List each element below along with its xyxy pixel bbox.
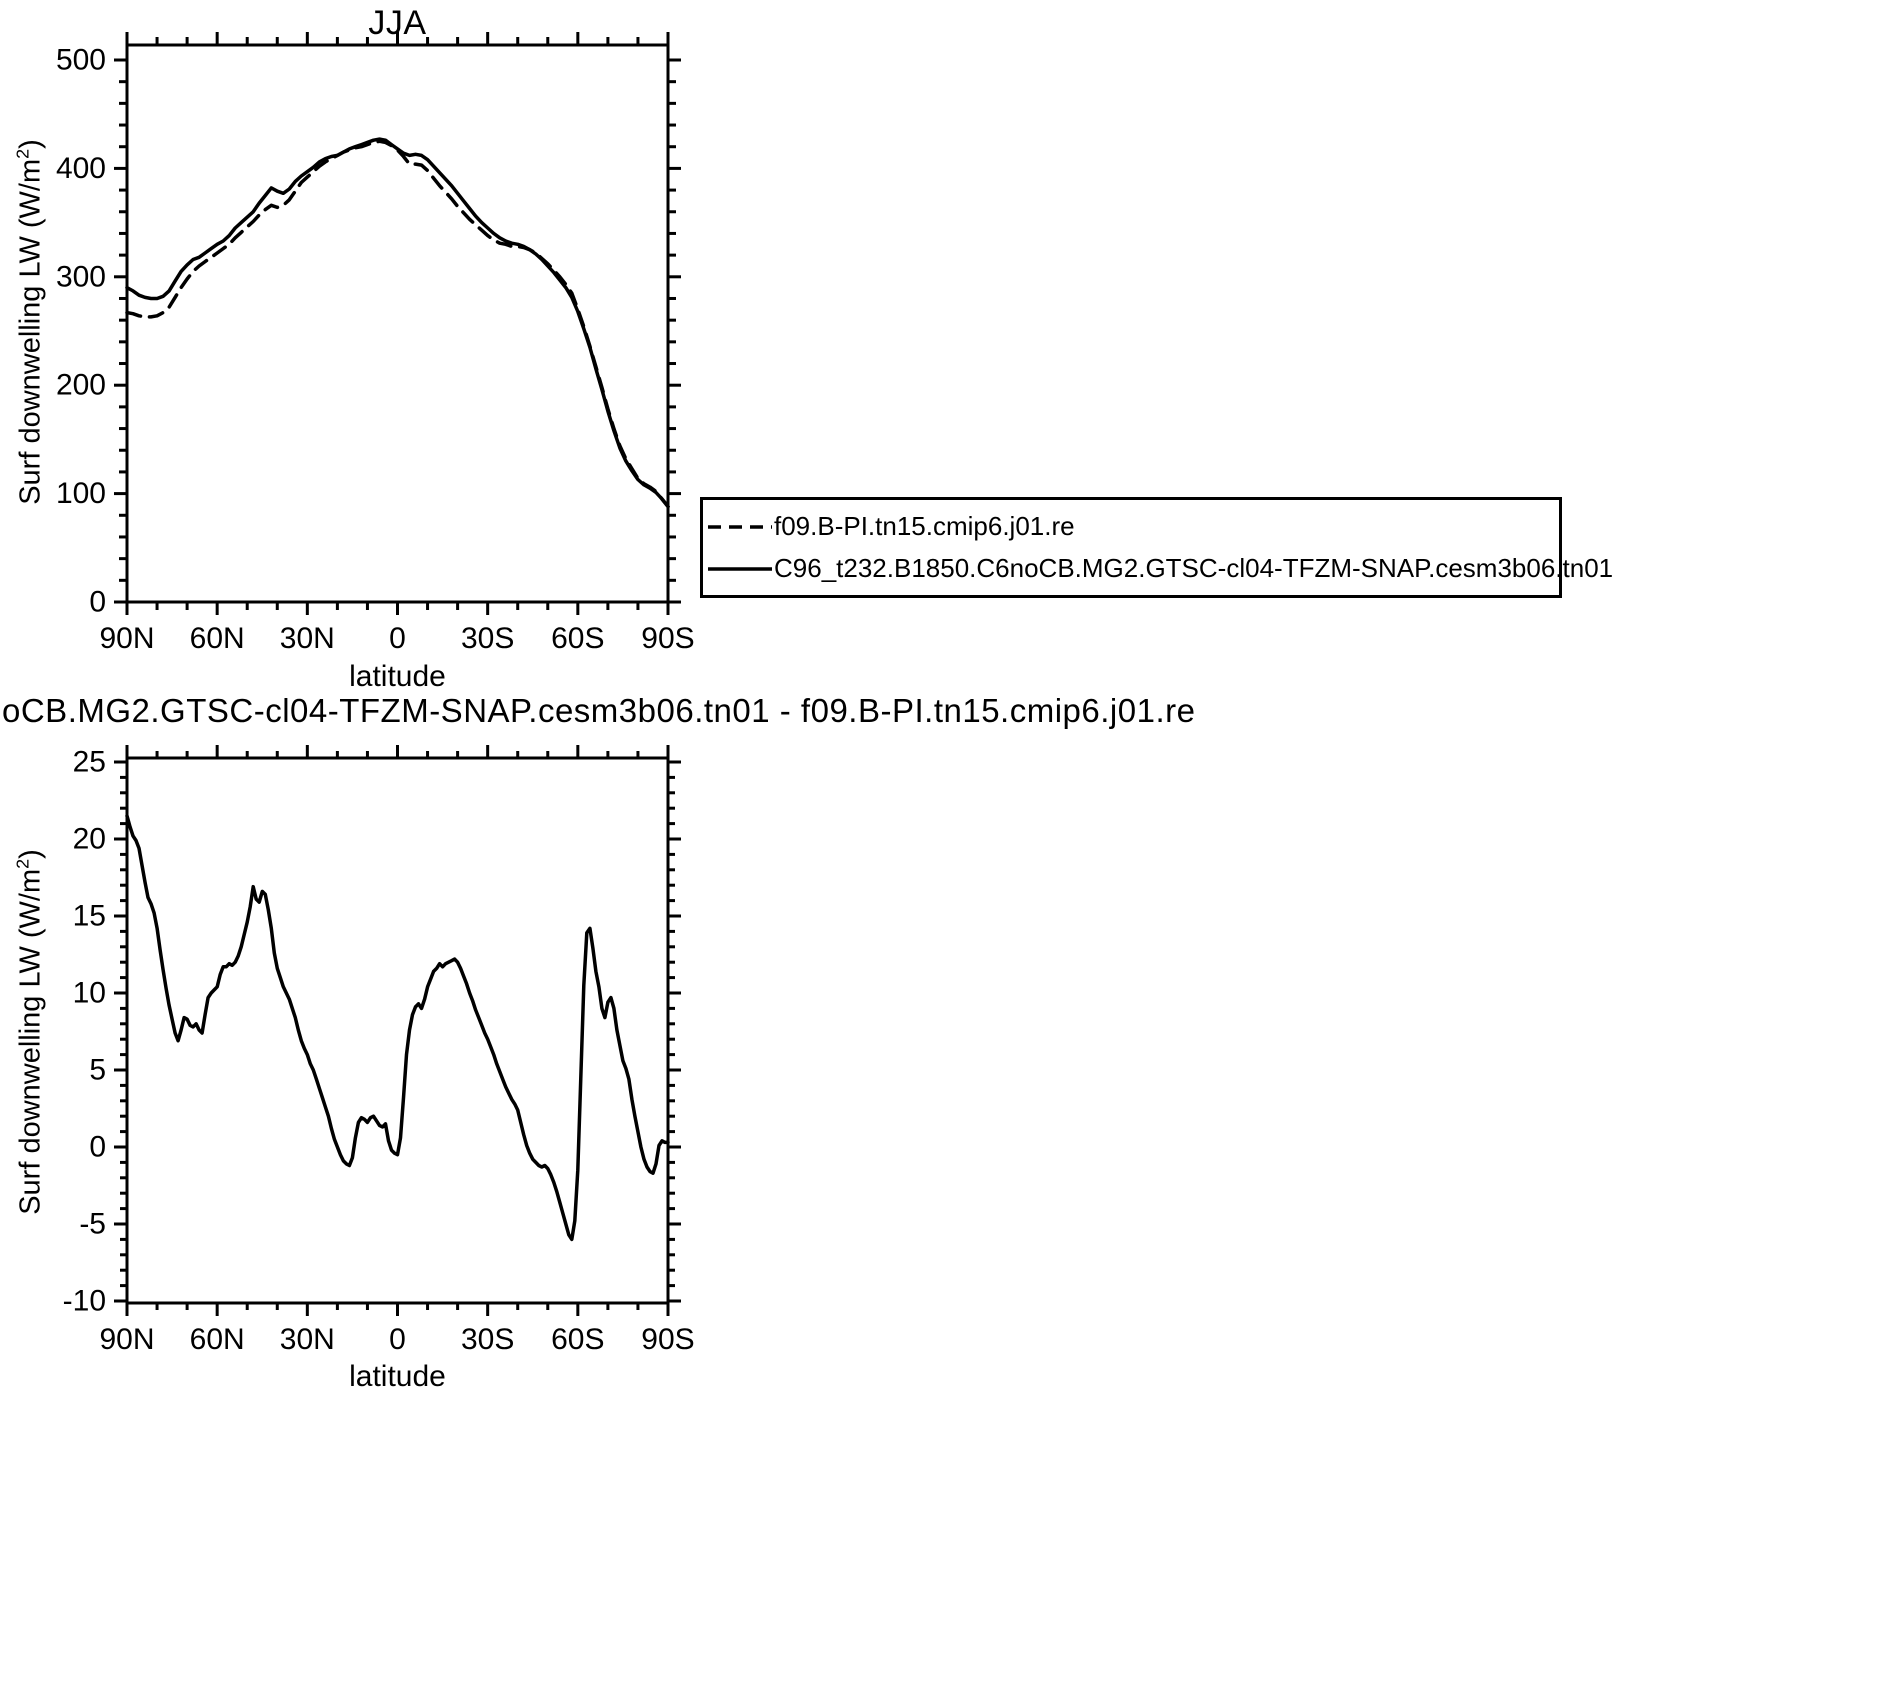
y-tick-label: 0	[89, 1131, 106, 1164]
yaxis-label-text: Surf downwelling LW (W/m	[14, 868, 47, 1215]
x-tick-label: 60S	[551, 1323, 604, 1356]
yaxis-label-sup: 2	[12, 148, 33, 159]
tick-labels: 90N 60N 30N 0 30S 60S 90S 0 100 200 300 400 500	[56, 44, 695, 656]
legend-label: f09.B-PI.tn15.cmip6.j01.re	[774, 511, 1075, 541]
top-chart-title: JJA	[368, 4, 427, 42]
y-tick-label: 200	[56, 369, 106, 402]
y-tick-label: 10	[73, 977, 106, 1010]
x-tick-label: 0	[389, 622, 406, 655]
yaxis-label-sup: 2	[12, 858, 33, 869]
x-tick-label: 30S	[461, 622, 514, 655]
y-tick-label: 300	[56, 260, 106, 293]
y-tick-label: 0	[89, 586, 106, 619]
jja-chart: 90N 60N 30N 0 30S 60S 90S 0 100 200 300 400 500	[56, 32, 695, 655]
x-tick-label: 0	[389, 1323, 406, 1356]
tick-labels: 90N 60N 30N 0 30S 60S 90S 25 20 15 10 5 0 -5 -10	[63, 746, 695, 1357]
x-tick-label: 30N	[280, 1323, 335, 1356]
plot-frame	[125, 756, 670, 1305]
axis-ticks	[114, 745, 681, 1316]
top-xaxis-label: latitude	[349, 660, 446, 693]
y-tick-label: 100	[56, 477, 106, 510]
series-line-solid	[125, 814, 670, 1242]
y-tick-label: 15	[73, 900, 106, 933]
x-tick-label: 90S	[641, 1323, 694, 1356]
legend-item-dashed: f09.B-PI.tn15.cmip6.j01.re	[708, 511, 1559, 542]
series-line-solid	[125, 137, 670, 509]
bottom-yaxis-label: Surf downwelling LW (W/m2)	[13, 849, 48, 1215]
x-tick-label: 90S	[641, 622, 694, 655]
x-tick-label: 30N	[280, 622, 335, 655]
x-tick-label: 60N	[190, 1323, 245, 1356]
y-tick-label: 20	[73, 823, 106, 856]
y-tick-label: 400	[56, 152, 106, 185]
legend-item-solid: C96_t232.B1850.C6noCB.MG2.GTSC-cl04-TFZM…	[708, 553, 1613, 584]
bottom-xaxis-label: latitude	[349, 1360, 446, 1393]
x-tick-label: 60S	[551, 622, 604, 655]
x-tick-label: 90N	[99, 622, 154, 655]
x-tick-label: 90N	[99, 1323, 154, 1356]
yaxis-label-close: )	[14, 849, 47, 859]
bottom-chart-title: oCB.MG2.GTSC-cl04-TFZM-SNAP.cesm3b06.tn0…	[2, 692, 1196, 729]
dashed-line-sample	[708, 524, 772, 529]
y-tick-label: 5	[89, 1054, 106, 1087]
solid-line-sample	[708, 566, 772, 571]
y-tick-label: 500	[56, 44, 106, 77]
x-tick-label: 30S	[461, 1323, 514, 1356]
yaxis-label-close: )	[14, 139, 47, 149]
axis-ticks	[114, 32, 681, 615]
legend: f09.B-PI.tn15.cmip6.j01.re C96_t232.B185…	[700, 497, 1613, 598]
series-line-dashed	[125, 139, 670, 509]
y-tick-label: 25	[73, 746, 106, 779]
diff-chart: 90N 60N 30N 0 30S 60S 90S 25 20 15 10 5 0 -5 -10	[63, 745, 695, 1356]
yaxis-label-text: Surf downwelling LW (W/m	[14, 158, 47, 505]
x-tick-label: 60N	[190, 622, 245, 655]
y-tick-label: -5	[79, 1208, 106, 1241]
top-yaxis-label: Surf downwelling LW (W/m2)	[13, 139, 48, 505]
y-tick-label: -10	[63, 1285, 106, 1318]
legend-label: C96_t232.B1850.C6noCB.MG2.GTSC-cl04-TFZM…	[774, 553, 1614, 583]
plot-frame	[125, 43, 670, 604]
